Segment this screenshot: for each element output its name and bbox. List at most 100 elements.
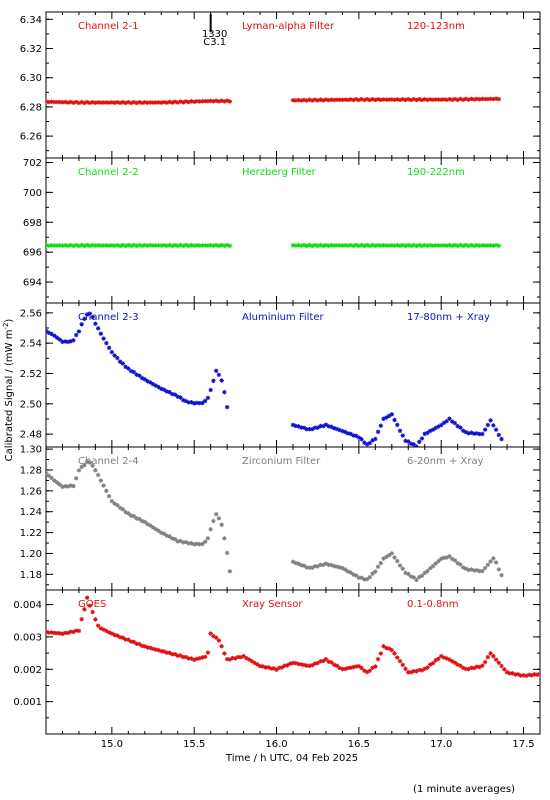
y-tick-label: 1.28 bbox=[20, 465, 42, 476]
data-point bbox=[359, 242, 364, 248]
data-point bbox=[334, 426, 340, 432]
panel-label-3: 190-222nm bbox=[407, 167, 465, 178]
data-point bbox=[318, 97, 323, 102]
data-point bbox=[430, 660, 436, 666]
data-point bbox=[211, 633, 216, 639]
data-point bbox=[430, 243, 436, 248]
data-point bbox=[488, 418, 493, 423]
x-tick-label: 16.0 bbox=[265, 739, 287, 750]
data-point bbox=[120, 361, 126, 366]
data-point bbox=[128, 513, 134, 518]
data-point bbox=[348, 431, 353, 437]
data-point bbox=[115, 502, 120, 508]
data-point bbox=[480, 568, 485, 574]
data-point bbox=[428, 97, 433, 102]
data-point bbox=[246, 657, 252, 662]
y-tick-label: 0.003 bbox=[13, 632, 42, 643]
data-point bbox=[417, 574, 422, 580]
data-point bbox=[148, 243, 153, 248]
data-point bbox=[117, 635, 123, 640]
data-point bbox=[106, 243, 112, 248]
data-point bbox=[507, 671, 513, 676]
data-point bbox=[337, 243, 342, 248]
panel-frame bbox=[45, 157, 541, 304]
data-point bbox=[200, 541, 205, 547]
data-point bbox=[408, 243, 414, 249]
data-point bbox=[403, 243, 408, 249]
data-point bbox=[471, 431, 477, 436]
data-point bbox=[395, 655, 400, 660]
data-point bbox=[447, 554, 452, 559]
data-point bbox=[389, 551, 394, 556]
data-point bbox=[109, 349, 115, 355]
data-point bbox=[474, 664, 480, 669]
data-point bbox=[112, 100, 117, 105]
data-point bbox=[378, 243, 384, 248]
data-point bbox=[161, 649, 167, 654]
data-point bbox=[63, 99, 68, 105]
data-point bbox=[71, 483, 76, 489]
data-point bbox=[268, 666, 274, 671]
data-point bbox=[296, 561, 301, 566]
data-point bbox=[444, 656, 449, 661]
data-point bbox=[296, 243, 301, 248]
data-point bbox=[84, 312, 90, 317]
data-point bbox=[488, 559, 493, 564]
data-point bbox=[233, 656, 238, 661]
data-point bbox=[460, 97, 466, 102]
data-point bbox=[156, 243, 161, 248]
data-point bbox=[175, 539, 180, 544]
data-point bbox=[167, 650, 172, 655]
data-point bbox=[458, 562, 463, 567]
data-point bbox=[419, 573, 425, 578]
data-point bbox=[104, 100, 109, 105]
data-point bbox=[425, 430, 430, 436]
data-point bbox=[285, 663, 290, 668]
data-point bbox=[326, 659, 331, 664]
data-point bbox=[164, 533, 169, 538]
data-point bbox=[307, 242, 312, 248]
data-point bbox=[315, 564, 320, 569]
data-point bbox=[54, 630, 60, 636]
data-point bbox=[482, 427, 488, 432]
data-point bbox=[356, 575, 362, 581]
data-point bbox=[370, 242, 375, 248]
data-point bbox=[395, 243, 400, 248]
flare-label-time: 1330 bbox=[202, 29, 227, 40]
data-point bbox=[359, 575, 364, 580]
data-point bbox=[222, 651, 227, 656]
data-point bbox=[340, 97, 345, 103]
data-point bbox=[181, 100, 186, 105]
data-point bbox=[104, 243, 109, 248]
data-point bbox=[279, 665, 285, 670]
data-point bbox=[60, 100, 65, 105]
data-point bbox=[65, 339, 71, 345]
data-point bbox=[82, 243, 87, 249]
panel-label-2: Lyman-alpha Filter bbox=[242, 21, 335, 32]
data-point bbox=[153, 647, 158, 652]
data-point bbox=[216, 243, 222, 249]
data-point bbox=[499, 436, 504, 442]
data-point bbox=[76, 628, 82, 634]
data-point bbox=[414, 97, 419, 103]
y-tick-label: 6.34 bbox=[20, 15, 42, 26]
data-point bbox=[49, 243, 54, 248]
data-point bbox=[323, 97, 329, 102]
data-point bbox=[477, 97, 482, 102]
data-point bbox=[68, 242, 73, 248]
panel-label-2: Herzberg Filter bbox=[242, 167, 317, 178]
data-point bbox=[183, 539, 189, 545]
data-point bbox=[244, 655, 249, 661]
x-tick-label: 17.5 bbox=[512, 739, 534, 750]
data-point bbox=[186, 99, 191, 105]
data-point bbox=[406, 571, 411, 577]
data-point bbox=[331, 243, 337, 248]
data-point bbox=[178, 99, 183, 104]
data-point bbox=[428, 566, 433, 571]
data-point bbox=[181, 397, 186, 403]
data-point bbox=[167, 99, 172, 105]
data-point bbox=[345, 243, 351, 248]
data-point bbox=[356, 97, 362, 103]
data-point bbox=[126, 242, 131, 248]
data-point bbox=[370, 97, 375, 102]
